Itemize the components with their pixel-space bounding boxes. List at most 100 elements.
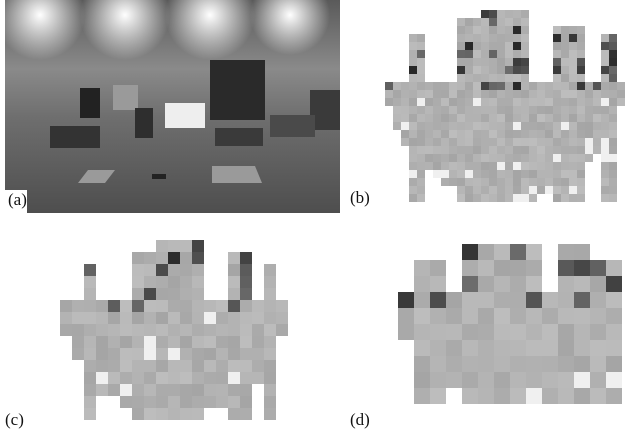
map-cell [168, 384, 180, 396]
map-cell [144, 300, 156, 312]
map-cell [144, 372, 156, 384]
map-cell [240, 264, 252, 276]
map-cell [433, 122, 441, 130]
map-cell [569, 138, 577, 146]
map-cell [609, 98, 617, 106]
map-cell [585, 82, 593, 90]
map-cell [553, 154, 561, 162]
map-cell [497, 122, 505, 130]
map-cell [168, 348, 180, 360]
map-cell [606, 356, 622, 372]
map-cell [609, 66, 617, 74]
map-cell [569, 130, 577, 138]
map-cell [505, 154, 513, 162]
map-cell [465, 58, 473, 66]
map-cell [60, 324, 72, 336]
map-cell [481, 170, 489, 178]
map-cell [577, 178, 585, 186]
map-cell [569, 178, 577, 186]
map-cell [481, 186, 489, 194]
map-cell [574, 372, 590, 388]
map-cell [489, 170, 497, 178]
map-cell [252, 312, 264, 324]
map-cell [561, 66, 569, 74]
map-cell [513, 98, 521, 106]
map-cell [144, 288, 156, 300]
map-cell [414, 260, 430, 276]
map-cell [462, 372, 478, 388]
map-cell [240, 408, 252, 420]
map-cell [473, 34, 481, 42]
map-cell [577, 26, 585, 34]
map-cell [521, 98, 529, 106]
map-cell [425, 114, 433, 122]
map-cell [569, 34, 577, 42]
map-cell [505, 122, 513, 130]
map-cell [168, 396, 180, 408]
map-cell [577, 74, 585, 82]
map-cell [192, 336, 204, 348]
map-cell [478, 308, 494, 324]
map-cell [132, 384, 144, 396]
map-cell [574, 292, 590, 308]
map-cell [529, 130, 537, 138]
map-cell [569, 50, 577, 58]
map-cell [156, 360, 168, 372]
map-cell [473, 162, 481, 170]
map-cell [561, 162, 569, 170]
map-cell [609, 50, 617, 58]
map-cell [537, 146, 545, 154]
map-cell [473, 114, 481, 122]
map-cell [481, 98, 489, 106]
map-cell [590, 308, 606, 324]
map-cell [252, 372, 264, 384]
map-cell [489, 122, 497, 130]
map-cell [425, 138, 433, 146]
map-cell [609, 146, 617, 154]
map-cell [240, 324, 252, 336]
map-cell [409, 138, 417, 146]
map-cell [409, 66, 417, 74]
map-cell [529, 146, 537, 154]
map-cell [478, 388, 494, 404]
map-cell [585, 98, 593, 106]
map-cell [108, 384, 120, 396]
map-cell [521, 170, 529, 178]
map-cell [180, 240, 192, 252]
map-cell [441, 170, 449, 178]
map-cell [393, 98, 401, 106]
map-cell [497, 154, 505, 162]
map-cell [385, 90, 393, 98]
map-cell [590, 260, 606, 276]
map-cell [84, 264, 96, 276]
map-cell [593, 138, 601, 146]
map-cell [617, 98, 625, 106]
map-cell [449, 130, 457, 138]
map-cell [425, 122, 433, 130]
map-cell [481, 154, 489, 162]
map-cell [180, 348, 192, 360]
map-cell [433, 146, 441, 154]
map-cell [441, 98, 449, 106]
map-cell [276, 324, 288, 336]
map-cell [120, 372, 132, 384]
panel-label: (d) [350, 410, 370, 429]
map-cell [569, 106, 577, 114]
map-cell [521, 34, 529, 42]
map-cell [449, 82, 457, 90]
map-cell [510, 308, 526, 324]
map-cell [521, 130, 529, 138]
map-cell [240, 348, 252, 360]
map-cell [577, 58, 585, 66]
map-cell [180, 372, 192, 384]
map-cell [489, 106, 497, 114]
map-cell [433, 82, 441, 90]
map-cell [414, 340, 430, 356]
map-cell [108, 300, 120, 312]
map-cell [409, 42, 417, 50]
map-cell [577, 106, 585, 114]
map-cell [473, 122, 481, 130]
map-cell [84, 312, 96, 324]
map-cell [561, 194, 569, 202]
